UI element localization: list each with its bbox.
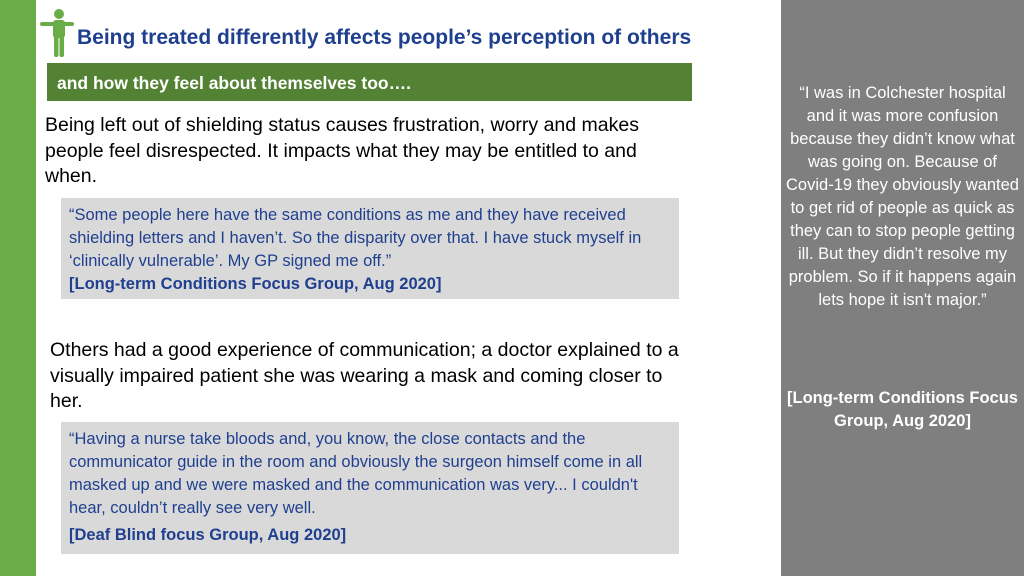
communication-quote-source: [Deaf Blind focus Group, Aug 2020] xyxy=(69,526,347,544)
shielding-paragraph: Being left out of shielding status cause… xyxy=(45,114,639,187)
communication-paragraph: Others had a good experience of communic… xyxy=(50,339,679,412)
side-quote-source: [Long-term Conditions Focus Group, Aug 2… xyxy=(787,389,1018,430)
side-quote-text: “I was in Colchester hospital and it was… xyxy=(786,84,1019,309)
subtitle-banner: and how they feel about themselves too…. xyxy=(47,63,692,101)
shielding-quote-source: [Long-term Conditions Focus Group, Aug 2… xyxy=(69,275,442,293)
page-title: Being treated differently affects people… xyxy=(77,26,692,49)
communication-quote-box: “Having a nurse take bloods and, you kno… xyxy=(61,422,679,554)
person-icon xyxy=(40,9,74,57)
shielding-quote-box: “Some people here have the same conditio… xyxy=(61,198,679,299)
shielding-quote-text: “Some people here have the same conditio… xyxy=(69,206,642,270)
left-accent-bar xyxy=(0,0,36,576)
subtitle-text: and how they feel about themselves too…. xyxy=(57,73,411,93)
side-quote-panel xyxy=(781,0,1024,576)
communication-quote-text: “Having a nurse take bloods and, you kno… xyxy=(69,430,643,517)
